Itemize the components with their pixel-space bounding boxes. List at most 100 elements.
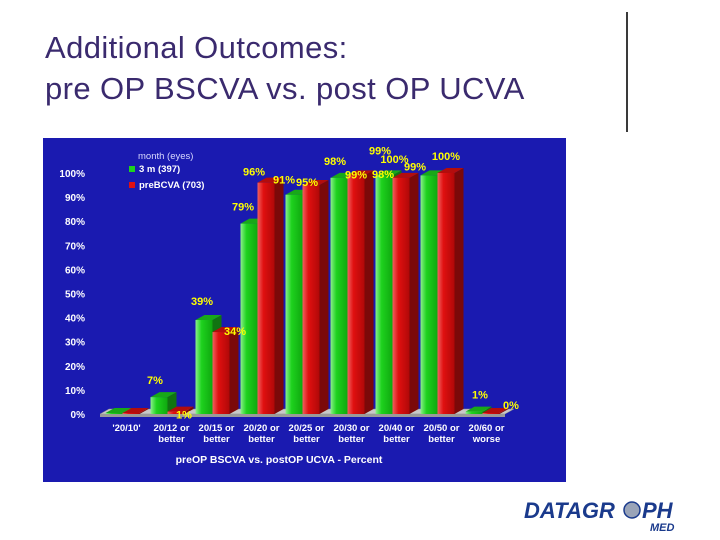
x-tick-label: 20/40 or xyxy=(379,423,415,434)
bar-red xyxy=(437,173,455,414)
vertical-divider xyxy=(626,12,628,132)
bar-red-side xyxy=(184,406,194,414)
chart-panel: 0% 10% 20% 30% 40% 50% 60% 70% 80% 90% 100% 7% 39% 79… xyxy=(43,138,566,482)
x-tick-label: better xyxy=(383,434,410,445)
legend-label-red: preBCVA (703) xyxy=(139,180,204,191)
bar-red-side xyxy=(139,408,149,414)
bar-red-top xyxy=(437,168,464,173)
y-tick-label: 0% xyxy=(71,410,86,421)
value-label-red: 100% xyxy=(432,151,460,163)
chart-floor-edge xyxy=(100,414,505,417)
x-tick-label: 20/60 or xyxy=(469,423,505,434)
value-label-red: 98% xyxy=(372,169,394,181)
y-tick-label: 100% xyxy=(59,169,85,180)
bar-red xyxy=(482,413,500,414)
value-label-green: 91% xyxy=(273,175,295,187)
bar-red-side xyxy=(364,170,374,414)
bar-red xyxy=(392,177,410,414)
slide-title-line2: pre OP BSCVA vs. post OP UCVA xyxy=(45,71,525,106)
y-tick-label: 70% xyxy=(65,241,85,252)
bar-red xyxy=(302,185,320,414)
y-tick-label: 50% xyxy=(65,290,85,301)
bar-red xyxy=(257,182,275,414)
bar-green-top xyxy=(195,315,222,321)
x-tick-label: worse xyxy=(472,434,500,445)
bar-red-top xyxy=(482,408,509,413)
bar-red xyxy=(212,332,230,414)
bar-red-side xyxy=(274,177,284,414)
bar-red-side xyxy=(229,327,239,414)
bar-red-top xyxy=(257,177,284,183)
bar-red-top xyxy=(347,170,374,176)
x-tick-label: 20/25 or xyxy=(289,423,325,434)
slide-title: Additional Outcomes: pre OP BSCVA vs. po… xyxy=(45,27,615,109)
y-tick-label: 40% xyxy=(65,314,85,325)
y-tick-label: 60% xyxy=(65,265,85,276)
x-tick-label: better xyxy=(293,434,320,445)
bar-green xyxy=(330,177,348,414)
bar-red-top xyxy=(212,327,239,333)
legend-label-green: 3 m (397) xyxy=(139,164,180,175)
bar-green-top xyxy=(375,170,402,176)
value-label-green: 98% xyxy=(324,156,346,168)
x-tick-label: better xyxy=(203,434,230,445)
x-tick-label: 20/12 or xyxy=(154,423,190,434)
value-label-green: 39% xyxy=(191,296,213,308)
legend-swatch-green xyxy=(129,166,135,172)
value-label-green: 79% xyxy=(232,202,254,214)
bar-green xyxy=(285,194,303,414)
bar-chart: 0% 10% 20% 30% 40% 50% 60% 70% 80% 90% 100% 7% 39% 79… xyxy=(59,145,519,466)
bar-green xyxy=(420,175,438,414)
bar-green-top xyxy=(465,406,492,412)
value-label-red: 96% xyxy=(243,167,265,179)
value-label-extra: 100% xyxy=(380,154,408,166)
x-tick-label: 20/20 or xyxy=(244,423,280,434)
value-label-red: 95% xyxy=(296,177,318,189)
bar-red xyxy=(347,175,365,414)
value-label-red: 1% xyxy=(176,410,192,422)
bar-green xyxy=(105,413,123,414)
bar-red xyxy=(122,413,140,414)
bar-green xyxy=(375,175,393,414)
logo-text-main: DATAGR xyxy=(524,498,615,523)
x-tick-label: 20/50 or xyxy=(424,423,460,434)
slide-title-line1: Additional Outcomes: xyxy=(45,30,348,65)
value-label-green: 99% xyxy=(369,145,391,157)
x-tick-label: 20/30 or xyxy=(334,423,370,434)
bar-green xyxy=(150,397,168,414)
bar-red-top xyxy=(302,180,329,186)
bar-green xyxy=(465,411,483,414)
x-tick-label: better xyxy=(158,434,185,445)
bar-red-side xyxy=(454,168,464,414)
x-axis-label: preOP BSCVA vs. postOP UCVA - Percent xyxy=(176,454,383,466)
value-label-green: 1% xyxy=(472,390,488,402)
datagraph-logo: DATAGR PH MED xyxy=(522,494,692,534)
bar-red-top xyxy=(167,406,194,412)
value-label-red: 99% xyxy=(345,169,367,181)
bar-green-top xyxy=(105,408,132,413)
legend-swatch-red xyxy=(129,182,135,188)
x-tick-label: better xyxy=(338,434,365,445)
value-label-green: 7% xyxy=(147,375,163,387)
y-tick-label: 30% xyxy=(65,338,85,349)
value-label-green: 99% xyxy=(404,161,426,173)
bar-green-top xyxy=(150,392,177,398)
y-tick-label: 10% xyxy=(65,386,85,397)
y-tick-label: 80% xyxy=(65,217,85,228)
bar-green xyxy=(240,223,258,414)
bar-red-side xyxy=(319,180,329,414)
logo-text-tail: PH xyxy=(642,498,674,523)
x-tick-label: better xyxy=(248,434,275,445)
value-label-red: 34% xyxy=(224,326,246,338)
legend-title: month (eyes) xyxy=(138,151,193,162)
logo-text-sub: MED xyxy=(650,522,675,534)
x-tick-label: 20/15 or xyxy=(199,423,235,434)
bar-red xyxy=(167,411,185,414)
bar-red-top xyxy=(122,408,149,413)
value-label-red: 0% xyxy=(503,400,519,412)
x-tick-label: '20/10' xyxy=(112,423,140,434)
bar-red-top xyxy=(392,172,419,178)
y-tick-label: 90% xyxy=(65,193,85,204)
y-tick-label: 20% xyxy=(65,362,85,373)
logo-globe-icon xyxy=(623,501,641,519)
